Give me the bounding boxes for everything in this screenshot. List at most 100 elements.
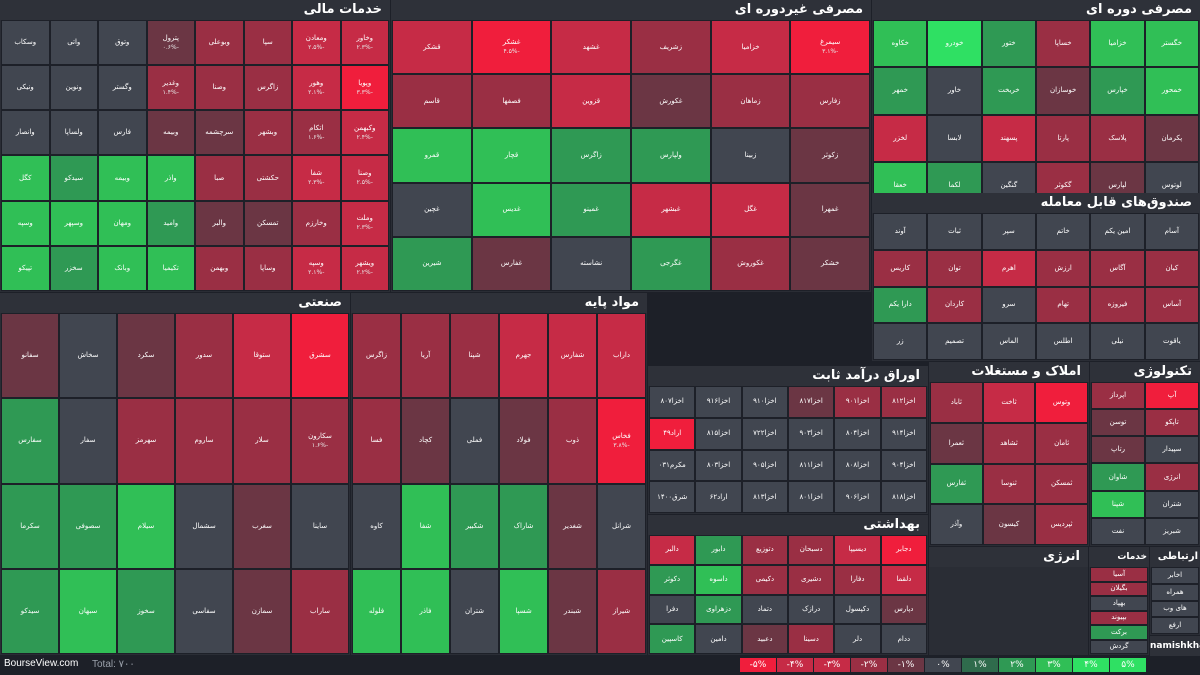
stock-tile[interactable]: سیلام	[117, 483, 175, 569]
stock-tile[interactable]: شکبیر	[450, 483, 499, 569]
stock-tile[interactable]: سرچشمه	[195, 110, 244, 156]
stock-tile[interactable]: ومهان	[98, 200, 147, 246]
stock-tile[interactable]: وبشهر	[243, 110, 292, 156]
stock-tile[interactable]: ستوقا	[233, 313, 291, 399]
stock-tile[interactable]: زفارس	[790, 74, 870, 129]
stock-tile[interactable]: غکورش	[631, 74, 711, 129]
stock-tile[interactable]: اخزا۹۰۱	[834, 386, 881, 418]
stock-tile[interactable]: شفا -۲.۳%	[292, 155, 341, 201]
stock-tile[interactable]: انرژی	[1145, 463, 1199, 491]
stock-tile[interactable]: گردش	[1090, 639, 1148, 654]
stock-tile[interactable]: ساراب	[291, 568, 349, 654]
stock-tile[interactable]: سلار	[233, 398, 291, 484]
stock-tile[interactable]: دپارس	[880, 594, 927, 625]
stock-tile[interactable]: توان	[927, 249, 982, 287]
stock-tile[interactable]: خگستر	[1144, 20, 1199, 68]
stock-tile[interactable]: کچاد	[401, 398, 450, 484]
stock-tile[interactable]: نیلی	[1090, 323, 1145, 360]
stock-tile[interactable]: تکیمیا	[146, 245, 195, 291]
stock-tile[interactable]: اطلس	[1036, 323, 1091, 360]
stock-tile[interactable]: وسکاب	[1, 20, 50, 66]
stock-tile[interactable]: سشرق	[291, 313, 349, 399]
stock-tile[interactable]: الماس	[981, 323, 1037, 360]
stock-tile[interactable]: تمسکن	[243, 200, 292, 246]
stock-tile[interactable]: غکوروش	[710, 236, 791, 291]
stock-tile[interactable]: وپویا -۳.۳%	[340, 65, 389, 111]
stock-tile[interactable]: سفانو	[1, 313, 59, 399]
stock-tile[interactable]: جهرم	[499, 313, 548, 399]
stock-tile[interactable]: برکت	[1090, 625, 1148, 640]
stock-tile[interactable]: اخزا۸۱۳	[741, 481, 789, 513]
stock-tile[interactable]: اخزا۹۱۰	[741, 386, 789, 418]
stock-tile[interactable]: شبندر	[548, 568, 597, 654]
stock-tile[interactable]: اخزا۸۰۳	[695, 449, 742, 482]
stock-tile[interactable]: شتران	[1145, 490, 1199, 518]
stock-tile[interactable]: وبانک	[98, 245, 147, 291]
stock-tile[interactable]: غچین	[392, 182, 472, 237]
stock-tile[interactable]: پکرمان	[1144, 114, 1199, 162]
stock-tile[interactable]: آسیا	[1090, 567, 1148, 582]
stock-tile[interactable]: تاپکو	[1145, 409, 1199, 437]
stock-tile[interactable]: سرو	[981, 286, 1037, 324]
stock-tile[interactable]: شسپا	[499, 568, 548, 654]
stock-tile[interactable]: غبشهر	[631, 182, 711, 237]
stock-tile[interactable]: آوند	[873, 213, 928, 250]
stock-tile[interactable]: داسوه	[695, 564, 742, 595]
stock-tile[interactable]: ساینا	[291, 483, 349, 569]
stock-tile[interactable]: حکشتی	[243, 155, 292, 201]
stock-tile[interactable]: پلاسک	[1090, 114, 1145, 162]
stock-tile[interactable]: سخوز	[117, 568, 175, 654]
stock-tile[interactable]: سبهان	[59, 568, 117, 654]
stock-tile[interactable]: سکارون -۱.۶%	[291, 398, 349, 484]
stock-tile[interactable]: های وب	[1151, 600, 1199, 618]
stock-tile[interactable]: لابسا	[927, 114, 982, 162]
stock-tile[interactable]: اخزا۹۱۴	[880, 417, 927, 450]
stock-tile[interactable]: سفار	[59, 398, 117, 484]
stock-tile[interactable]: ویشهر -۲.۲%	[340, 245, 389, 291]
stock-tile[interactable]: ومعادن -۲.۵%	[292, 20, 341, 66]
stock-tile[interactable]: سیدکو	[1, 568, 59, 654]
stock-tile[interactable]: خودرو	[927, 20, 982, 68]
stock-tile[interactable]: خزامیا	[1090, 20, 1145, 68]
stock-tile[interactable]: دسینا	[788, 624, 835, 654]
stock-tile[interactable]: آپ	[1145, 382, 1199, 410]
stock-tile[interactable]: دالبر	[649, 535, 696, 565]
stock-tile[interactable]: فسا	[352, 398, 401, 484]
stock-tile[interactable]: شپنا	[450, 313, 499, 399]
stock-tile[interactable]: سیمرغ -۳.۱%	[790, 20, 870, 75]
stock-tile[interactable]: ثمسکن	[1035, 463, 1088, 505]
stock-tile[interactable]: اخزا۷۲۲	[741, 417, 789, 450]
stock-tile[interactable]: تصمیم	[927, 323, 982, 360]
stock-tile[interactable]: پترول -۰.۶%	[146, 20, 195, 66]
stock-tile[interactable]: غگرجی	[631, 236, 711, 291]
stock-tile[interactable]: وامید	[146, 200, 195, 246]
stock-tile[interactable]: شاراک	[499, 483, 548, 569]
stock-tile[interactable]: ثنوسا	[982, 463, 1036, 505]
stock-tile[interactable]: دکیمی	[741, 564, 789, 595]
stock-tile[interactable]: اخزا۸۱۷	[788, 386, 835, 418]
stock-tile[interactable]: آریا	[401, 313, 450, 399]
stock-tile[interactable]: اخزا۹۰۵	[741, 449, 789, 482]
stock-tile[interactable]: وساپا	[243, 245, 292, 291]
stock-tile[interactable]: اتکام -۱.۶%	[292, 110, 341, 156]
stock-tile[interactable]: قاسم	[392, 74, 472, 129]
stock-tile[interactable]: شرق۱۴۰۰	[649, 481, 696, 513]
stock-tile[interactable]: دامین	[695, 624, 742, 654]
stock-tile[interactable]: ونوین	[49, 65, 98, 111]
stock-tile[interactable]: اخزا۹۰۴	[880, 449, 927, 482]
stock-tile[interactable]: فولاد	[499, 398, 548, 484]
stock-tile[interactable]: سشمال	[175, 483, 233, 569]
stock-tile[interactable]: اراد۴۹	[649, 417, 696, 450]
stock-tile[interactable]: وصنا -۲.۵%	[340, 155, 389, 201]
stock-tile[interactable]: والبر	[195, 200, 244, 246]
stock-tile[interactable]: دیسیپا	[834, 535, 881, 565]
stock-tile[interactable]: خریخت	[981, 67, 1037, 115]
stock-tile[interactable]: مکرم۰۳۱	[649, 449, 696, 482]
stock-tile[interactable]: ثاخت	[982, 382, 1036, 423]
stock-tile[interactable]: وهور -۲.۱%	[292, 65, 341, 111]
stock-tile[interactable]: ثبات	[927, 213, 982, 250]
stock-tile[interactable]: اخزا۸۱۱	[788, 449, 835, 482]
stock-tile[interactable]: غفارس	[471, 236, 552, 291]
stock-tile[interactable]: شبریز	[1145, 517, 1199, 545]
stock-tile[interactable]: کاوه	[352, 483, 401, 569]
